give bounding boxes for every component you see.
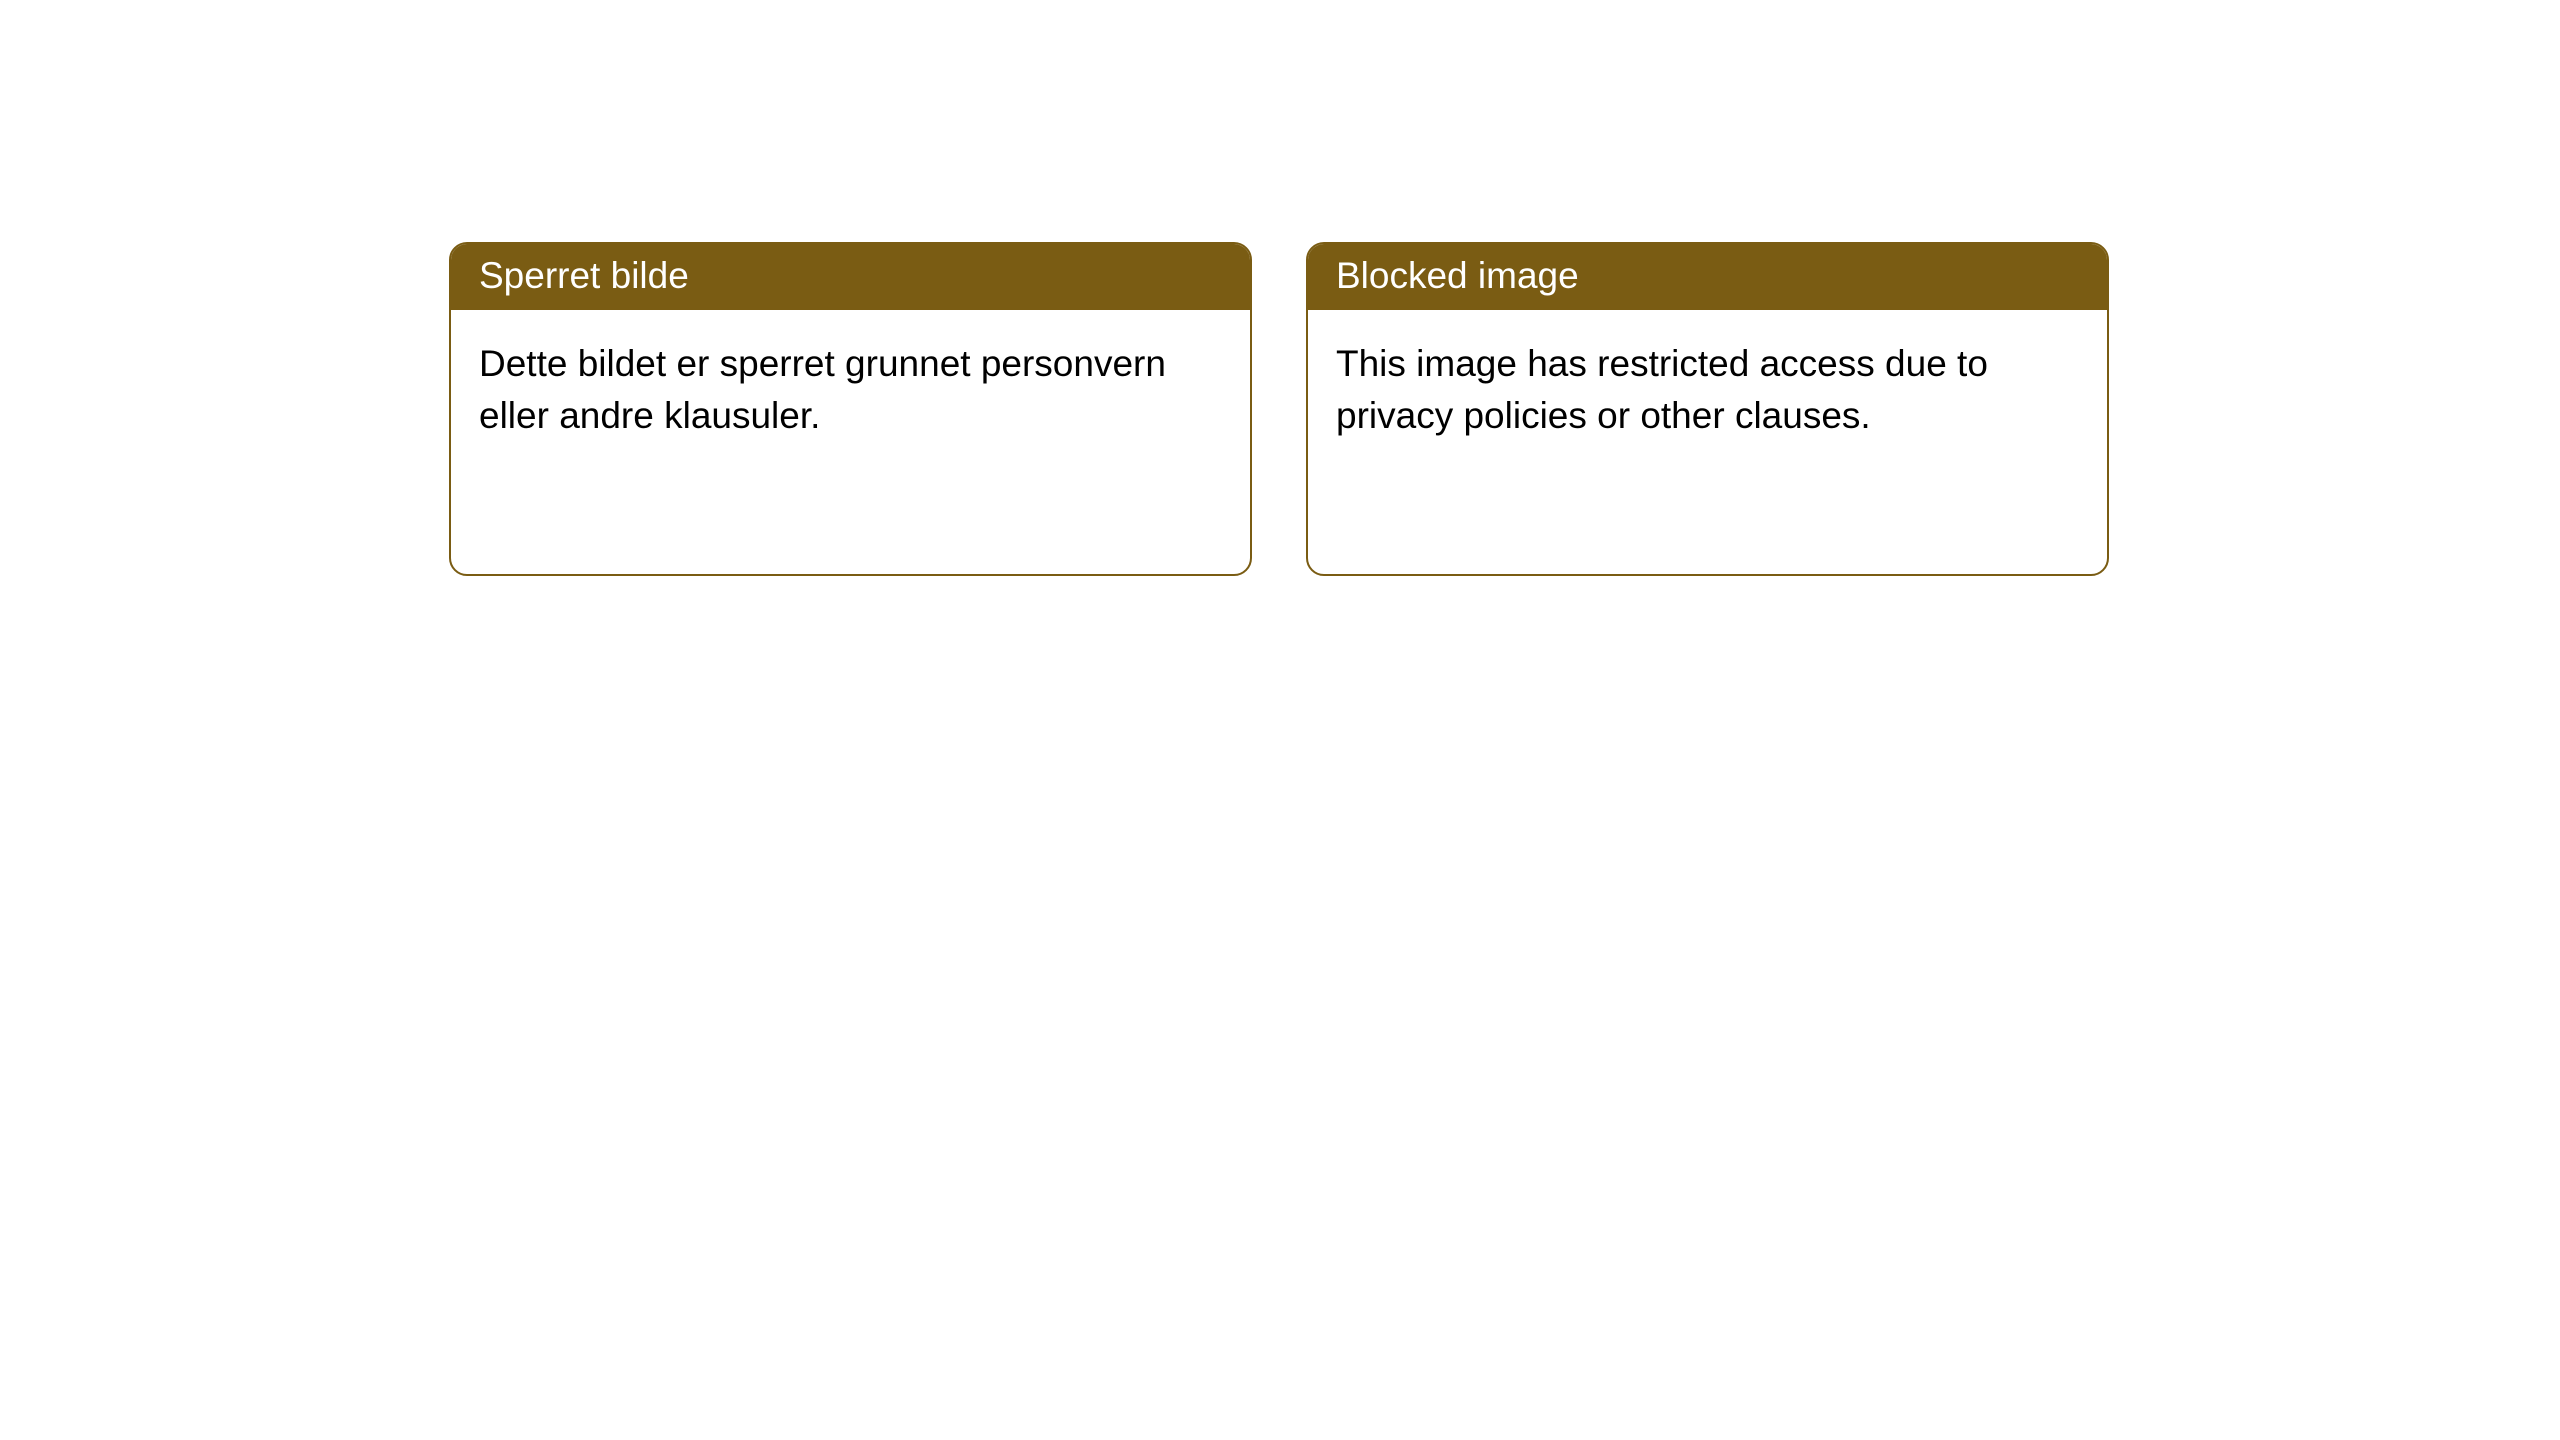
notice-card-english: Blocked image This image has restricted …: [1306, 242, 2109, 576]
notice-card-title: Blocked image: [1308, 244, 2107, 310]
notice-card-norwegian: Sperret bilde Dette bildet er sperret gr…: [449, 242, 1252, 576]
notice-cards-container: Sperret bilde Dette bildet er sperret gr…: [449, 242, 2109, 576]
notice-card-body: Dette bildet er sperret grunnet personve…: [451, 310, 1250, 574]
notice-card-title: Sperret bilde: [451, 244, 1250, 310]
notice-card-body: This image has restricted access due to …: [1308, 310, 2107, 574]
